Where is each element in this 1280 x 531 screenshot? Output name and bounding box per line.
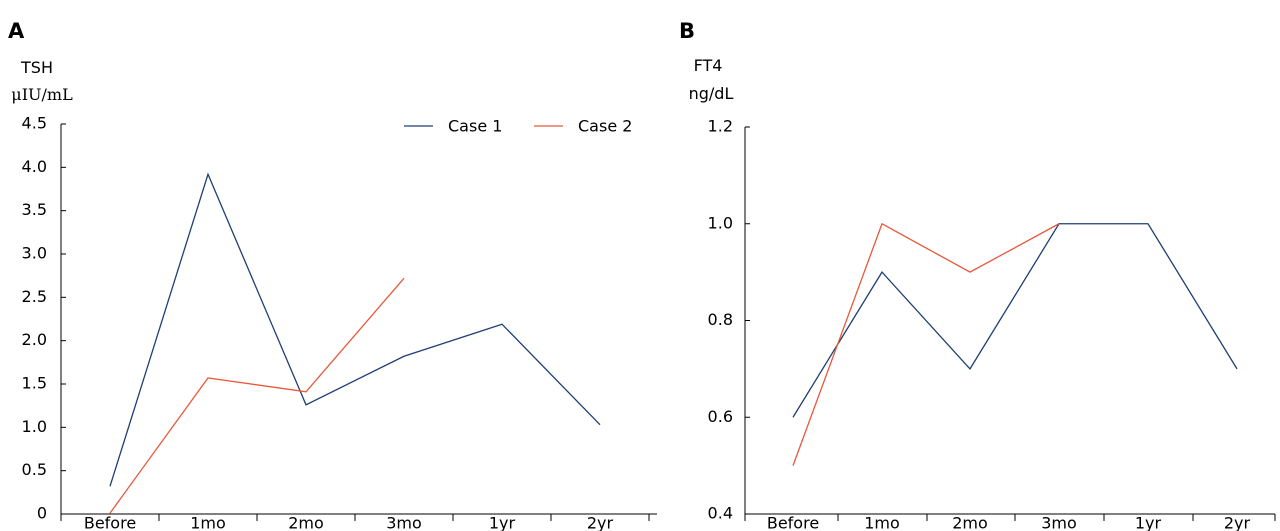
y-tick-label: 1.2: [708, 117, 733, 136]
panel-b-ft4-chart: B FT4 ng/dL 0.4 0.6 0.8 1.0 1.2 Before 1mo 2mo 3…: [679, 19, 1276, 531]
y-tick-label: 0.8: [708, 310, 733, 329]
panel-a-tsh-chart: A TSH μIU/mL 0 0.5 1.0 1.5 2.0 2.5 3.0 3.5 4.0 4.…: [8, 19, 657, 531]
legend-label-case-2: Case 2: [578, 117, 632, 136]
x-tick-label: 1yr: [1135, 514, 1162, 531]
legend: Case 1 Case 2: [404, 117, 632, 136]
y-tick-label: 3.0: [22, 244, 47, 263]
x-tick-label: 3mo: [386, 514, 422, 531]
x-tick-label: 2mo: [288, 514, 324, 531]
x-tick-label: 1yr: [489, 514, 516, 531]
x-tick-label: Before: [84, 514, 136, 531]
series-line-case-2: [109, 277, 405, 514]
series-group-tsh: [109, 172, 601, 514]
x-tick-label: 2mo: [952, 514, 988, 531]
x-tick-label: 2yr: [587, 514, 614, 531]
y-axis-label-tsh: TSH: [20, 58, 53, 77]
panel-label-b: B: [679, 19, 695, 43]
y-tick-label: 1.0: [22, 417, 47, 436]
y-tick-label: 0.4: [708, 504, 733, 523]
series-line-case-1: [109, 172, 601, 487]
y-tick-label: 0.5: [22, 460, 47, 479]
x-tick-label: 3mo: [1041, 514, 1077, 531]
axes-ft4: 0.4 0.6 0.8 1.0 1.2 Before 1mo 2mo 3mo 1yr 2yr: [708, 117, 1276, 531]
x-tick-label: 1mo: [190, 514, 226, 531]
axes-tsh: 0 0.5 1.0 1.5 2.0 2.5 3.0 3.5 4.0 4.5 Before 1mo 2mo…: [22, 114, 657, 531]
legend-label-case-1: Case 1: [448, 117, 502, 136]
y-tick-label: 0.6: [708, 407, 733, 426]
panel-label-a: A: [8, 19, 25, 43]
y-tick-label: 3.5: [22, 200, 47, 219]
y-tick-label: 2.0: [22, 330, 47, 349]
series-line-case-1: [792, 223, 1238, 418]
y-axis-unit-ft4: ng/dL: [689, 84, 734, 103]
y-tick-label: 4.5: [22, 114, 47, 133]
y-axis-label-ft4: FT4: [694, 56, 723, 75]
series-line-case-2: [792, 222, 1060, 466]
x-tick-label: 2yr: [1224, 514, 1251, 531]
y-tick-label: 2.5: [22, 287, 47, 306]
x-tick-label: Before: [767, 514, 819, 531]
y-tick-label: 0: [37, 504, 47, 523]
y-tick-label: 1.5: [22, 374, 47, 393]
y-tick-label: 4.0: [22, 157, 47, 176]
y-axis-unit-tsh: μIU/mL: [11, 85, 73, 104]
series-group-ft4: [792, 222, 1238, 466]
x-tick-label: 1mo: [864, 514, 900, 531]
y-tick-label: 1.0: [708, 213, 733, 232]
